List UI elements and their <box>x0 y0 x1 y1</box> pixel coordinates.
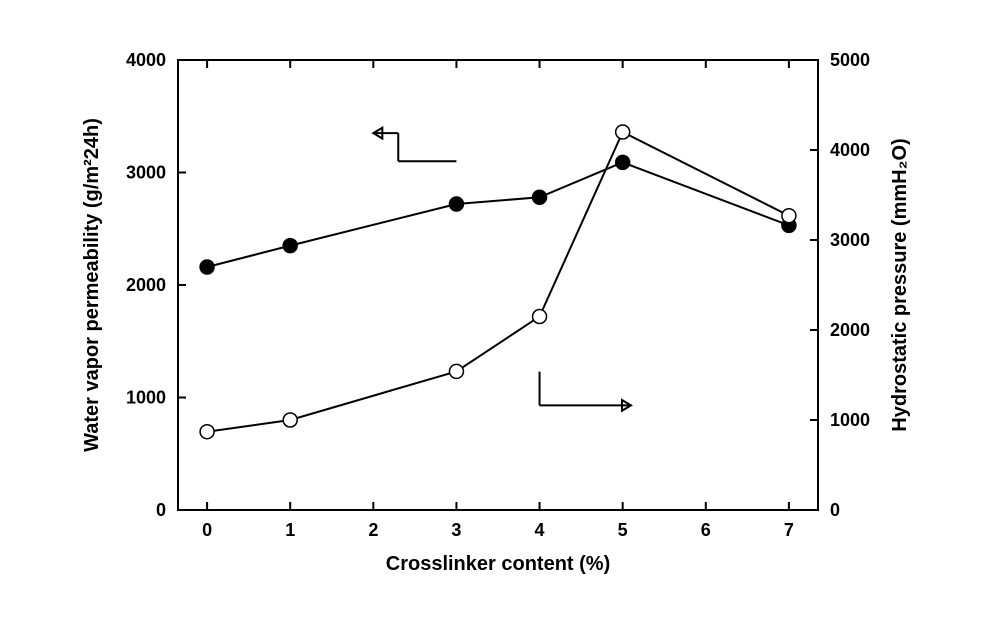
x-tick-label: 3 <box>451 520 461 540</box>
chart-container: 0 1 2 3 4 5 6 7 0 1000 2000 3000 4000 0 1000 2000 3000 40… <box>0 0 998 620</box>
x-tick-label: 1 <box>285 520 295 540</box>
series-marker-water-vapor-permeability <box>616 155 630 169</box>
y-left-tick-label: 1000 <box>126 388 166 408</box>
series-marker-water-vapor-permeability <box>533 190 547 204</box>
y-left-tick-label: 4000 <box>126 50 166 70</box>
y-left-tick-label: 2000 <box>126 275 166 295</box>
x-tick-label: 2 <box>368 520 378 540</box>
series-marker-hydrostatic-pressure <box>533 310 547 324</box>
x-tick-label: 0 <box>202 520 212 540</box>
y-left-tick-label: 3000 <box>126 163 166 183</box>
y-right-tick-label: 4000 <box>830 140 870 160</box>
series-marker-hydrostatic-pressure <box>283 413 297 427</box>
y-right-tick-label: 1000 <box>830 410 870 430</box>
series-marker-hydrostatic-pressure <box>782 209 796 223</box>
x-tick-label: 7 <box>784 520 794 540</box>
y-right-tick-label: 2000 <box>830 320 870 340</box>
series-marker-water-vapor-permeability <box>449 197 463 211</box>
x-tick-label: 5 <box>618 520 628 540</box>
y-right-axis-title: Hydrostatic pressure (mmH₂O) <box>889 138 911 431</box>
series-marker-hydrostatic-pressure <box>200 425 214 439</box>
y-right-tick-label: 5000 <box>830 50 870 70</box>
y-right-tick-label: 0 <box>830 500 840 520</box>
series-marker-hydrostatic-pressure <box>616 125 630 139</box>
series-marker-water-vapor-permeability <box>283 239 297 253</box>
x-tick-label: 6 <box>701 520 711 540</box>
x-tick-label: 4 <box>535 520 545 540</box>
y-left-axis-title: Water vapor permeability (g/m²24h) <box>81 118 103 452</box>
y-left-tick-label: 0 <box>156 500 166 520</box>
y-right-tick-label: 3000 <box>830 230 870 250</box>
series-marker-hydrostatic-pressure <box>449 364 463 378</box>
dual-axis-chart: 0 1 2 3 4 5 6 7 0 1000 2000 3000 4000 0 1000 2000 3000 40… <box>0 0 998 620</box>
x-axis-title: Crosslinker content (%) <box>386 553 610 575</box>
series-marker-water-vapor-permeability <box>200 260 214 274</box>
